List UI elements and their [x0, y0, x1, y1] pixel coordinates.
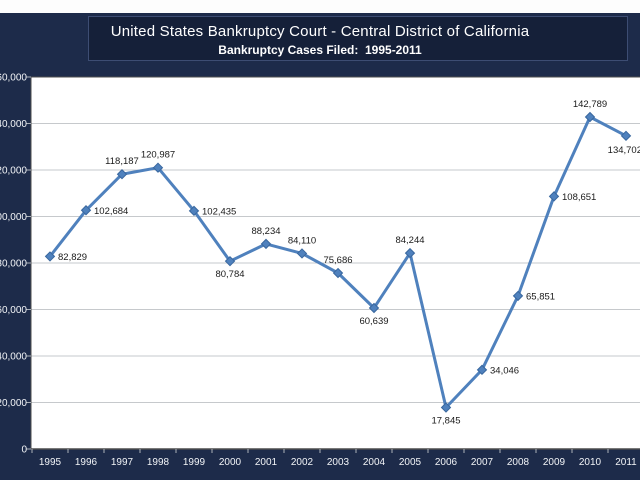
- x-axis-label: 2010: [579, 457, 602, 468]
- data-point-label: 118,187: [105, 156, 139, 167]
- y-axis-label: 0: [21, 445, 27, 456]
- x-axis-label: 2007: [471, 457, 494, 468]
- data-point-marker: [80, 205, 92, 216]
- y-axis-label: 60,000: [0, 305, 27, 316]
- data-point-label: 84,110: [288, 235, 316, 246]
- x-axis-label: 2011: [615, 457, 637, 468]
- data-point-label: 88,234: [251, 226, 280, 237]
- data-point-marker: [296, 248, 308, 259]
- x-axis-label: 2006: [435, 457, 458, 468]
- x-axis-label: 1997: [111, 457, 134, 468]
- x-axis-label: 2008: [507, 457, 530, 468]
- data-point-label: 80,784: [215, 269, 244, 280]
- y-axis-label: 100,000: [0, 212, 27, 223]
- data-point-label: 84,244: [395, 235, 424, 246]
- chart-title-box: [88, 16, 628, 61]
- data-point-label: 102,435: [202, 206, 236, 217]
- x-axis-label: 2004: [363, 457, 386, 468]
- y-axis-label: 20,000: [0, 398, 27, 409]
- x-axis-label: 1996: [75, 457, 98, 468]
- x-axis-label: 2003: [327, 457, 350, 468]
- data-point-marker: [332, 267, 344, 279]
- data-point-label: 134,702: [608, 145, 640, 156]
- data-point-label: 17,845: [431, 416, 460, 427]
- y-axis-label: 80,000: [0, 259, 27, 270]
- x-axis-label: 1999: [183, 457, 206, 468]
- x-axis-label: 1995: [39, 457, 62, 468]
- data-point-label: 82,829: [58, 252, 87, 263]
- data-point-marker: [440, 402, 452, 413]
- data-point-label: 108,651: [562, 192, 596, 203]
- data-point-marker: [224, 255, 236, 267]
- data-point-label: 65,851: [526, 291, 555, 302]
- data-point-marker: [548, 191, 560, 202]
- chart-subtitle: Bankruptcy Cases Filed: 1995-2011: [218, 43, 422, 57]
- chart-title: United States Bankruptcy Court - Central…: [110, 23, 530, 40]
- data-point-marker: [152, 162, 164, 173]
- x-axis-label: 1998: [147, 457, 170, 468]
- data-point-marker: [44, 251, 56, 262]
- y-axis-label: 140,000: [0, 119, 27, 130]
- data-point-marker: [188, 205, 200, 217]
- data-point-label: 34,046: [490, 365, 519, 376]
- data-point-marker: [260, 238, 272, 250]
- data-point-marker: [368, 302, 380, 314]
- data-point-label: 60,639: [359, 316, 388, 327]
- data-point-marker: [584, 111, 596, 123]
- x-axis-label: 2009: [543, 457, 566, 468]
- data-point-label: 120,987: [141, 150, 175, 161]
- data-point-marker: [620, 130, 632, 142]
- x-axis-label: 2002: [291, 457, 314, 468]
- data-point-label: 75,686: [323, 255, 352, 266]
- x-axis-label: 2001: [255, 457, 278, 468]
- x-axis-label: 2000: [219, 457, 242, 468]
- data-point-marker: [116, 169, 128, 180]
- y-axis-label: 40,000: [0, 352, 27, 363]
- x-axis-label: 2005: [399, 457, 422, 468]
- data-point-marker: [404, 247, 416, 259]
- y-axis-label: 120,000: [0, 166, 27, 177]
- data-point-label: 102,684: [94, 206, 128, 217]
- data-point-marker: [512, 290, 524, 302]
- data-point-marker: [476, 364, 488, 376]
- y-axis-label: 160,000: [0, 73, 27, 84]
- data-point-label: 142,789: [573, 99, 607, 110]
